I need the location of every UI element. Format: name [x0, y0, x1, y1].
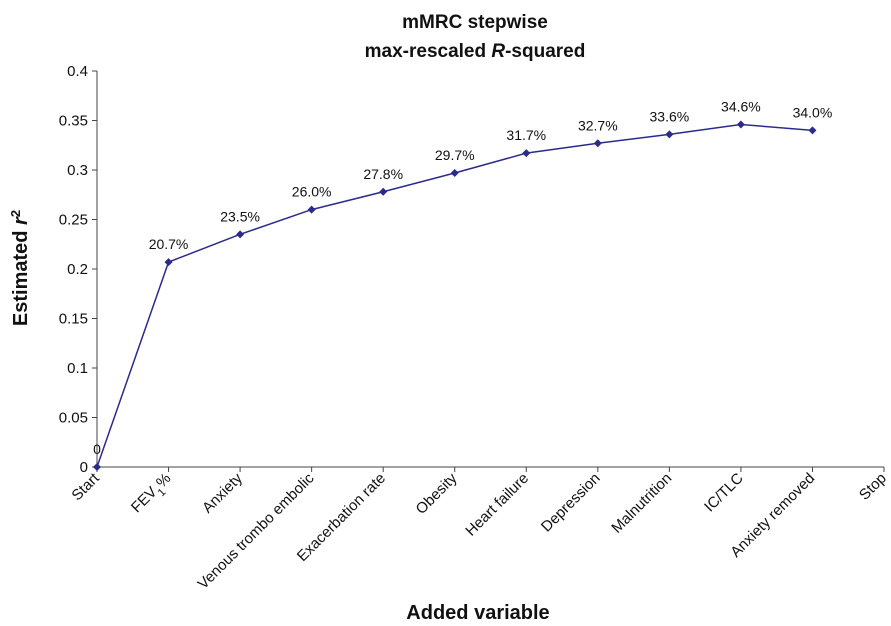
data-label: 26.0% — [292, 184, 332, 200]
x-tick-label-text: Depression — [538, 470, 604, 536]
data-point-marker — [236, 230, 245, 239]
data-point-marker — [665, 130, 674, 139]
x-tick-label-text: Stop — [856, 470, 890, 504]
data-label: 27.8% — [363, 166, 403, 182]
x-tick-label-text: Start — [68, 469, 103, 504]
x-tick-label: Anxiety — [199, 469, 246, 516]
y-tick-label: 0.2 — [67, 261, 88, 278]
x-tick-label-text: FEV — [128, 484, 161, 517]
y-tick-label: 0.3 — [67, 162, 88, 179]
series-group: 0 20.7% 23.5% 26.0% 27.8% 29.7% 31.7% 32.7% 33.6… — [93, 98, 832, 471]
data-point-marker — [164, 258, 173, 267]
x-tick-label: Malnutrition — [608, 470, 675, 537]
data-point-marker — [450, 168, 459, 177]
y-tick-label: 0.35 — [59, 113, 88, 130]
y-axis-title-italic: r — [10, 216, 32, 225]
data-label: 20.7% — [149, 236, 189, 252]
data-label: 33.6% — [650, 108, 690, 124]
x-tick-label: IC/TLC — [701, 470, 747, 516]
x-tick-label-text: Malnutrition — [608, 470, 675, 537]
data-point-marker — [307, 205, 316, 214]
chart-title-line2-italic: R — [491, 41, 505, 62]
data-label: 32.7% — [578, 117, 618, 133]
y-tick-label: 0.05 — [59, 410, 88, 427]
data-point-marker — [736, 120, 745, 129]
data-label: 23.5% — [220, 208, 260, 224]
x-tick-label-text: Anxiety — [199, 469, 246, 516]
data-point-marker — [593, 139, 602, 148]
data-point-marker — [379, 187, 388, 196]
x-tick-label: FEV1% — [128, 470, 178, 520]
y-tick-label: 0 — [80, 459, 88, 476]
x-tick-label-suffix: % — [153, 470, 174, 491]
y-axis-title: Estimated r2 — [8, 210, 33, 326]
data-point-marker — [808, 126, 817, 135]
y-axis-title-pre: Estimated — [10, 225, 32, 326]
x-tick-label-text: Obesity — [413, 469, 461, 517]
chart-title-line2-pre: max-rescaled — [365, 41, 492, 62]
x-tick-label: Start — [68, 469, 103, 504]
x-tick-label-text: Heart failure — [462, 470, 532, 540]
y-tick-label: 0.15 — [59, 311, 88, 328]
y-tick-label: 0.4 — [67, 63, 88, 80]
data-label: 34.6% — [721, 98, 761, 114]
data-label: 31.7% — [506, 127, 546, 143]
x-tick-label: Stop — [856, 470, 890, 504]
x-tick-label: Venous trombo embolic — [195, 469, 318, 592]
data-label: 34.0% — [793, 104, 833, 120]
x-tick-label: Obesity — [413, 469, 461, 517]
x-axis-title: Added variable — [406, 602, 549, 624]
data-point-marker — [93, 463, 101, 471]
chart-title-line2: max-rescaled R-squared — [365, 41, 586, 62]
chart-title-line2-post: -squared — [505, 41, 585, 62]
data-point-marker — [522, 149, 531, 158]
x-tick-label: Heart failure — [462, 470, 532, 540]
y-tick-label: 0.25 — [59, 212, 88, 229]
data-label: 0 — [93, 441, 101, 457]
y-ticks: 0 0.05 0.1 0.15 0.2 0.25 0.3 0.35 0.4 — [59, 63, 97, 476]
y-tick-label: 0.1 — [67, 360, 88, 377]
y-axis-title-sup: 2 — [8, 210, 23, 217]
x-tick-label-text: IC/TLC — [701, 470, 747, 516]
x-tick-label-text: Venous trombo embolic — [195, 469, 318, 592]
x-tick-label: Depression — [538, 470, 604, 536]
chart-title-line1: mMRC stepwise — [402, 12, 548, 33]
data-label: 29.7% — [435, 147, 475, 163]
